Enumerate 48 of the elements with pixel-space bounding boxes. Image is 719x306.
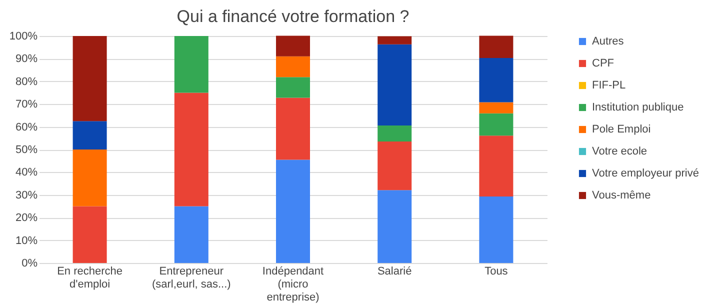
bar <box>479 36 514 58</box>
bar <box>479 58 514 102</box>
bar <box>276 36 310 56</box>
legend-label: Votre employeur privé <box>592 168 699 180</box>
bar <box>174 206 208 263</box>
legend-label: Institution publique <box>592 102 684 114</box>
x-tick-label: Indépendant (micro entreprise) <box>262 266 324 304</box>
y-tick-label: 60% <box>15 121 38 134</box>
legend-label: Votre ecole <box>592 146 648 158</box>
bar <box>378 44 412 126</box>
legend-label: Autres <box>592 36 624 48</box>
bar <box>479 196 514 263</box>
y-tick-label: 30% <box>15 189 38 202</box>
bar <box>174 36 208 93</box>
bar <box>378 142 412 190</box>
bar <box>72 36 107 122</box>
y-tick-label: 50% <box>15 144 38 156</box>
bar <box>174 92 208 206</box>
bar <box>276 160 310 263</box>
y-tick-label: 100% <box>9 30 38 42</box>
x-tick-label: En recherche d'emploi <box>57 266 123 290</box>
bar <box>276 98 310 160</box>
bar <box>378 125 412 142</box>
y-tick-label: 40% <box>15 166 38 179</box>
legend-label: CPF <box>592 58 614 70</box>
x-tick-label: Salarié <box>377 266 412 278</box>
bar <box>479 136 514 196</box>
x-tick-label: Entrepreneur (sarl,eurl, sas...) <box>152 266 231 290</box>
legend-label: Pole Emploi <box>592 124 651 136</box>
y-tick-label: 80% <box>15 76 38 88</box>
chart-title: Qui a financé votre formation ? <box>176 7 410 26</box>
bar <box>72 206 107 263</box>
bar <box>378 36 412 44</box>
y-tick-label: 70% <box>15 98 38 111</box>
y-tick-label: 90% <box>15 53 38 66</box>
bar <box>276 56 310 78</box>
y-tick-label: 10% <box>15 234 38 247</box>
bar <box>378 190 412 263</box>
x-tick-label: Tous <box>484 266 508 278</box>
y-tick-label: 20% <box>15 212 38 224</box>
bar <box>276 77 310 98</box>
bar <box>479 113 514 136</box>
legend-label: FIF-PL <box>592 80 626 92</box>
bar <box>479 102 514 114</box>
bar <box>72 150 107 206</box>
y-tick-label: 0% <box>22 258 38 270</box>
legend-label: Vous-même <box>592 190 651 202</box>
bar <box>72 121 107 150</box>
